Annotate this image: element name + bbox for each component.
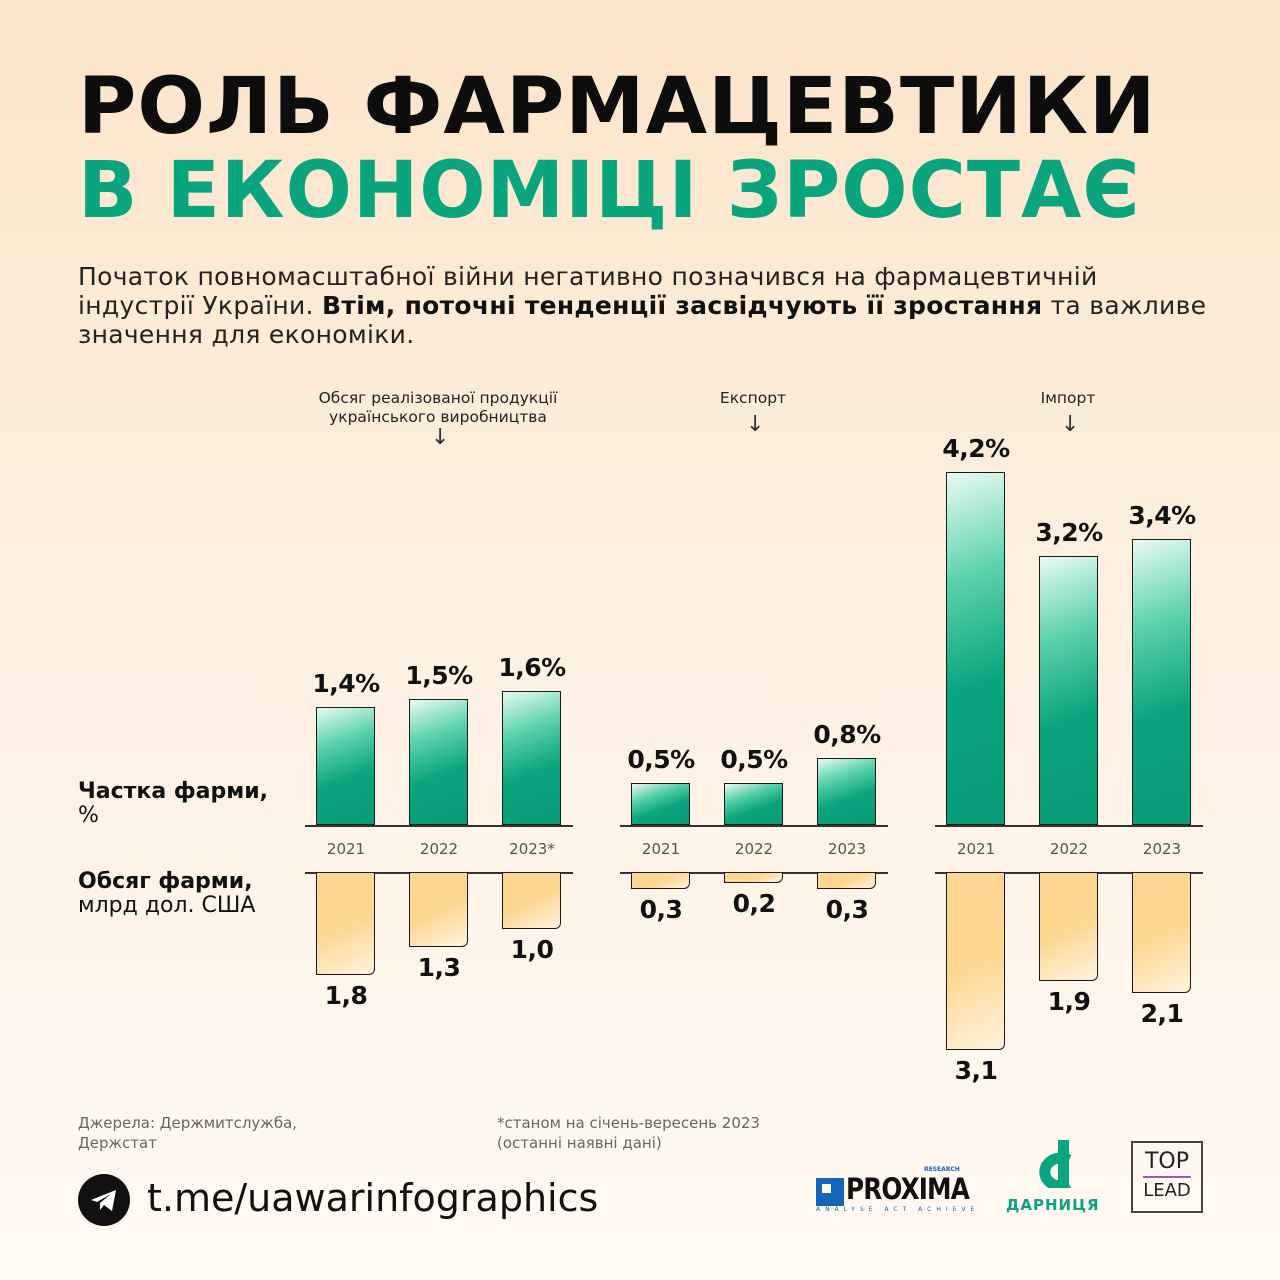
group-title: Імпорт [1040, 389, 1096, 407]
sources: Джерела: Держмитслужба, Держстат [78, 1113, 297, 1153]
year-label: 2023 [827, 840, 867, 858]
share-unit: % [78, 803, 99, 828]
sources-line: Держстат [78, 1134, 157, 1152]
year-label: 2022 [734, 840, 774, 858]
volume-value-label: 1,8 [324, 981, 368, 1011]
sources-line: Джерела: Держмитслужба, [78, 1114, 298, 1132]
proxima-text: PROXIMA [846, 1172, 970, 1206]
volume-label: Обсяг фарми, [78, 869, 253, 894]
volume-bar [316, 872, 375, 976]
group-title: Експорт [719, 389, 787, 407]
share-value-label: 0,8% [813, 719, 881, 749]
year-label: 2023 [1142, 840, 1182, 858]
title-line-2: В ЕКОНОМІЦІ ЗРОСТАЄ [78, 146, 1141, 236]
share-value-label: 3,2% [1035, 518, 1103, 548]
arrow-down-icon: ↓ [1061, 412, 1080, 437]
toplead-logo: TOP LEAD [1131, 1141, 1203, 1213]
year-label: 2023* [509, 840, 555, 858]
volume-unit: млрд дол. США [78, 893, 256, 918]
volume-row-label: Обсяг фарми, млрд дол. США [78, 870, 255, 918]
share-value-label: 3,4% [1128, 501, 1196, 531]
share-value-label: 1,5% [405, 661, 473, 690]
share-bar [946, 472, 1005, 825]
share-bar [1039, 556, 1098, 825]
footnote-line: *станом на січень-вересень 2023 [497, 1114, 760, 1132]
telegram-link[interactable]: t.me/uawarinfographics [147, 1176, 599, 1220]
share-value-label: 4,2% [942, 434, 1010, 464]
share-value-label: 0,5% [627, 745, 695, 774]
footnote-line: (останні наявні дані) [497, 1134, 662, 1152]
year-label: 2021 [326, 840, 366, 858]
volume-bar [1132, 872, 1191, 993]
volume-value-label: 0,3 [825, 895, 869, 925]
volume-bar [1039, 872, 1098, 982]
volume-value-label: 1,0 [510, 935, 554, 965]
share-value-label: 0,5% [720, 745, 788, 774]
share-bar [409, 699, 468, 825]
volume-bar [631, 872, 690, 890]
share-value-label: 1,4% [312, 669, 380, 699]
volume-value-label: 0,2 [732, 889, 776, 919]
volume-value-label: 0,3 [639, 895, 683, 925]
share-row-label: Частка фарми,% [78, 780, 268, 828]
axis-line [305, 825, 573, 827]
footnote: *станом на січень-вересень 2023 (останні … [497, 1113, 760, 1153]
arrow-down-icon: ↓ [431, 425, 450, 450]
share-bar [817, 757, 876, 825]
volume-bar [946, 872, 1005, 1050]
share-bar [631, 783, 690, 825]
year-label: 2021 [956, 840, 996, 858]
share-bar [502, 690, 561, 825]
axis-line [620, 825, 888, 827]
proxima-sup: RESEARCH [924, 1166, 960, 1173]
year-label: 2022 [1049, 840, 1089, 858]
intro-text: Початок повномасштабної війни негативно … [78, 262, 1208, 349]
intro-plain: Початок повномасштабної війни негативно … [78, 262, 1098, 320]
year-label: 2021 [641, 840, 681, 858]
telegram-icon [78, 1174, 130, 1226]
title-line-1: РОЛЬ ФАРМАЦЕВТИКИ [78, 62, 1157, 152]
volume-bar [724, 872, 783, 884]
volume-bar [817, 872, 876, 890]
axis-line [935, 825, 1203, 827]
volume-value-label: 1,3 [417, 952, 461, 982]
share-value-label: 1,6% [498, 652, 566, 682]
proxima-logo: PROXIMA RESEARCH ANALYSE ACT ACHIEVE [816, 1166, 980, 1216]
intro-bold: Втім, поточні тенденції засвідчують її з… [322, 291, 1043, 320]
share-bar [1132, 539, 1191, 825]
darnitsa-text: ДАРНИЦЯ [1006, 1196, 1100, 1214]
toplead-top: TOP [1144, 1149, 1190, 1174]
share-bar [316, 707, 375, 825]
share-label: Частка фарми, [78, 779, 269, 804]
intro-plain-2: та важливе значення для економіки. [78, 291, 1207, 349]
proxima-tag: ANALYSE ACT ACHIEVE [816, 1206, 980, 1213]
darnitsa-logo: ДАРНИЦЯ [1004, 1140, 1102, 1216]
year-label: 2022 [419, 840, 459, 858]
share-bar [724, 783, 783, 825]
arrow-down-icon: ↓ [746, 412, 765, 437]
volume-value-label: 1,9 [1047, 987, 1091, 1017]
volume-value-label: 3,1 [954, 1055, 998, 1085]
volume-bar [502, 872, 561, 930]
group-title: Обсяг реалізованої продукції українськог… [318, 389, 558, 426]
volume-bar [409, 872, 468, 947]
volume-value-label: 2,1 [1140, 998, 1184, 1028]
toplead-lead: LEAD [1143, 1179, 1191, 1201]
